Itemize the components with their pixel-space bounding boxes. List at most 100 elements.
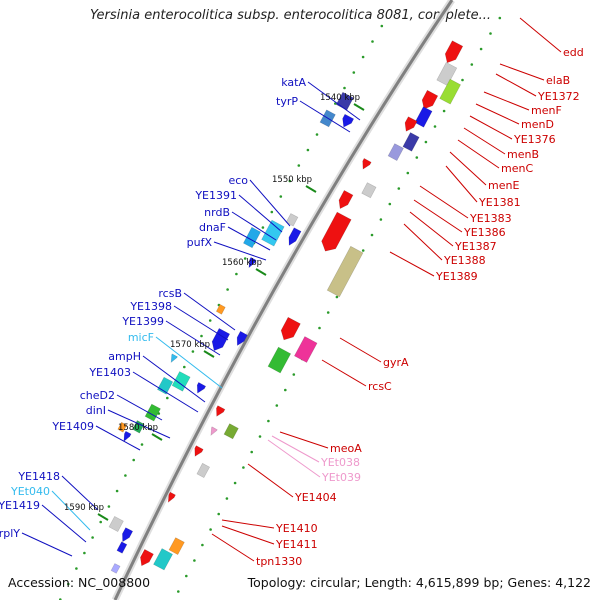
connector-micf [155,336,223,389]
gene-label-kata: katA [281,76,306,89]
feature-block-right-6 [402,132,420,152]
gene-label-menf: menF [531,104,562,117]
track-dot [343,86,346,90]
track-dot [318,326,321,330]
connector-rply [21,532,73,557]
track-dot [433,125,437,128]
gene-label-menc: menC [501,162,533,175]
track-dot [209,528,212,531]
gene-label-ye1372: YE1372 [537,90,580,103]
track-dot [270,210,274,214]
connector-mend [475,103,520,125]
track-dot [352,71,356,74]
gene-label-ched2: cheD2 [80,389,115,402]
gene-label-rcsb: rcsB [158,287,182,300]
track-dot [67,582,70,586]
feature-block-right-8 [362,157,372,170]
kbp-tick-label: 1580 kbp [118,423,158,433]
track-dot [479,47,483,51]
track-dot [183,365,186,369]
feature-block-right-11 [321,211,352,252]
track-dot [371,40,374,43]
track-dot [297,164,301,167]
gene-label-yet038: YEt038 [320,456,360,469]
gene-label-ye1419: YE1419 [0,499,40,512]
kbp-tick-label: 1590 kbp [64,503,104,513]
track-dot [235,272,238,276]
track-dot [335,295,339,299]
track-dot [225,497,229,500]
gene-label-gyra: gyrA [383,356,409,369]
feature-block-left-2 [342,113,355,128]
feature-block-right-15 [267,346,292,374]
connector-elab [499,63,545,81]
label-connector-layer [21,17,562,562]
connector-meoa [279,431,329,449]
feature-block-right-10 [338,189,354,210]
track-dot [99,520,102,524]
track-dot [140,443,144,446]
gene-label-tpn1330: tpn1330 [256,555,302,568]
track-dot [288,179,292,183]
feature-block-right-23 [153,548,174,571]
track-dot [75,567,78,570]
track-dot [380,24,384,28]
connector-tyrp [299,100,351,133]
track-dot [208,319,212,322]
gene-label-eco: eco [228,174,248,187]
track-dot [461,78,464,82]
track-dot [279,195,283,198]
connector-dnaf [227,226,271,251]
connector-nrdb [231,211,277,241]
gene-label-dnaf: dnaF [199,221,226,234]
connector-dini [107,409,171,439]
connector-ye1381 [445,165,478,203]
feature-block-left-7 [248,256,257,269]
connector-menc [457,139,500,169]
connector-gyra [339,337,382,363]
track-dot [258,435,262,438]
connector-rcsc [321,359,367,387]
connector-ye1372 [495,73,537,97]
feature-block-left-22 [110,563,121,574]
track-dot [275,404,279,407]
connector-yet038 [271,435,320,463]
gene-label-yet040: YEt040 [10,485,50,498]
track-dot [442,109,446,113]
feature-block-right-2 [439,78,462,105]
gene-label-ye1388: YE1388 [443,254,486,267]
gene-label-elab: elaB [546,74,570,87]
track-dot [424,140,428,144]
feature-block-right-16 [216,405,226,417]
kbp-tick-mark [305,185,317,193]
connector-ye1386 [413,199,463,233]
kbp-tick-label: 1540 kbp [320,93,360,103]
track-dot [91,536,94,539]
track-dot [361,55,365,59]
connector-ye1376 [469,115,513,140]
connector-ye1388 [403,223,443,261]
gene-label-edd: edd [563,46,584,59]
track-dot [361,249,365,252]
track-dot [250,450,253,454]
track-dot [292,373,296,376]
gene-label-rcsc: rcsC [368,380,392,393]
feature-block-left-9 [211,327,231,352]
gene-label-rply: rplY [0,527,20,540]
connector-ye1403 [132,371,199,413]
track-dot [191,350,195,353]
track-dot [379,218,383,221]
track-dot [233,481,237,485]
kbp-tick-mark [203,350,215,358]
connector-ye1387 [409,211,454,247]
track-dot [498,16,502,20]
track-dot [326,311,330,314]
track-dot [267,419,270,423]
gene-label-ye1383: YE1383 [469,212,512,225]
gene-label-ye1411: YE1411 [275,538,318,551]
feature-block-right-21 [167,491,176,503]
feature-block-left-20 [122,527,134,543]
connector-rcsb [183,292,236,331]
track-dot [217,512,220,516]
